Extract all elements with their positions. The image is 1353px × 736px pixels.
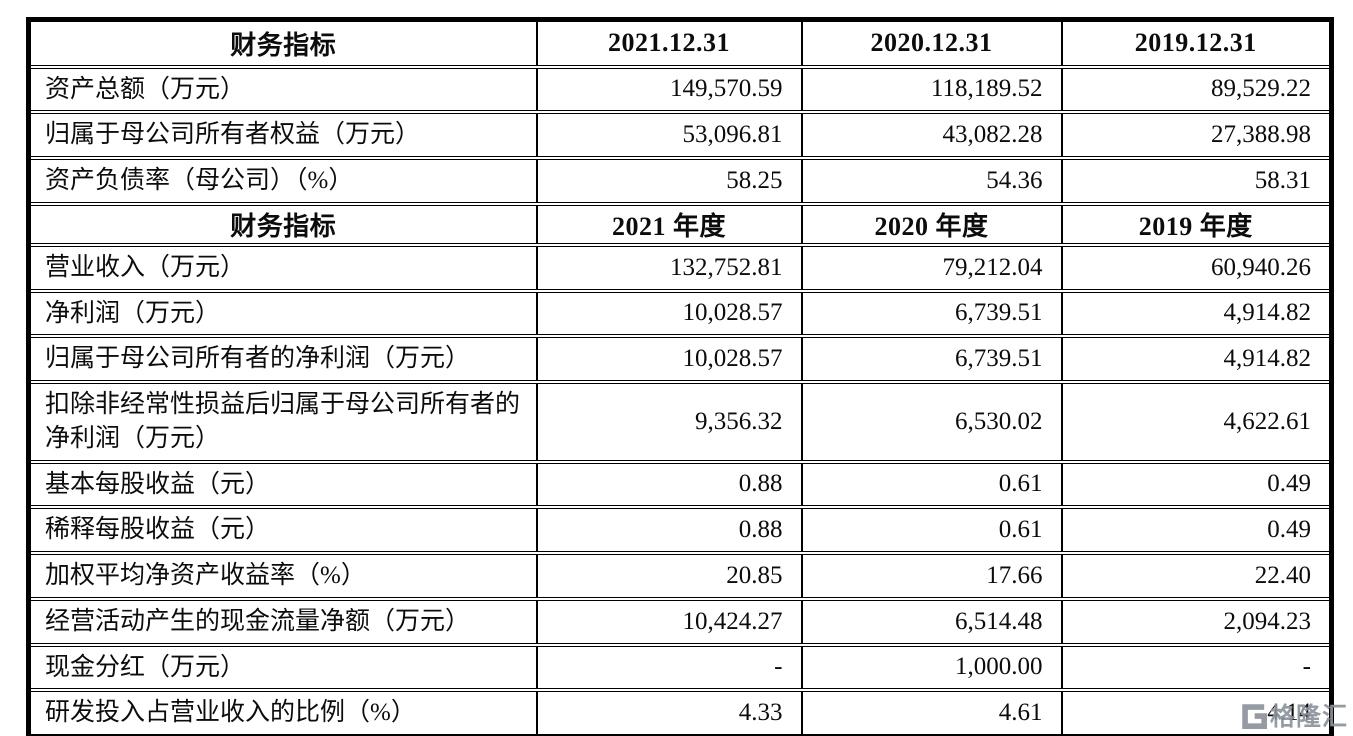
row-label: 归属于母公司所有者权益（万元） [27, 110, 538, 160]
table-row: 加权平均净资产收益率（%） 20.85 17.66 22.40 [27, 551, 1333, 601]
row-value: 0.49 [1060, 459, 1333, 510]
table-row: 基本每股收益（元） 0.88 0.61 0.49 [27, 459, 1333, 510]
row-value: 79,212.04 [800, 242, 1063, 293]
row-value: 0.61 [800, 505, 1063, 555]
row-value: 9,356.32 [535, 380, 803, 464]
row-value: 4.33 [535, 688, 803, 736]
row-value: 58.31 [1060, 156, 1333, 206]
table-row: 营业收入（万元） 132,752.81 79,212.04 60,940.26 [27, 242, 1333, 293]
row-value: 4,914.82 [1060, 334, 1333, 384]
table-row: 扣除非经常性损益后归属于母公司所有者的净利润（万元） 9,356.32 6,53… [27, 380, 1333, 464]
row-value: 54.36 [800, 156, 1063, 206]
row-value: 1,000.00 [800, 642, 1063, 693]
row-label: 研发投入占营业收入的比例（%） [27, 688, 538, 736]
gelonghui-watermark: 格隆汇 [1240, 697, 1348, 733]
table-row: 经营活动产生的现金流量净额（万元） 10,424.27 6,514.48 2,0… [27, 596, 1333, 647]
row-value: 53,096.81 [535, 110, 803, 160]
table-row: 资产总额（万元） 149,570.59 118,189.52 89,529.22 [27, 64, 1333, 115]
row-value: 17.66 [800, 551, 1063, 601]
row-label: 现金分红（万元） [27, 642, 538, 693]
row-label: 营业收入（万元） [27, 242, 538, 293]
row-value: 10,028.57 [535, 288, 803, 339]
row-value: 58.25 [535, 156, 803, 206]
header-col-2021: 2021 年度 [535, 201, 803, 247]
row-value: 4,914.82 [1060, 288, 1333, 339]
row-value: 6,739.51 [800, 288, 1063, 339]
header-col-2020-12-31: 2020.12.31 [800, 17, 1063, 69]
row-label: 归属于母公司所有者的净利润（万元） [27, 334, 538, 384]
row-value: 27,388.98 [1060, 110, 1333, 160]
row-label: 基本每股收益（元） [27, 459, 538, 510]
row-label: 加权平均净资产收益率（%） [27, 551, 538, 601]
table-row: 归属于母公司所有者的净利润（万元） 10,028.57 6,739.51 4,9… [27, 334, 1333, 384]
row-value: 4,622.61 [1060, 380, 1333, 464]
row-value: 20.85 [535, 551, 803, 601]
row-label: 资产总额（万元） [27, 64, 538, 115]
table-row: 现金分红（万元） - 1,000.00 - [27, 642, 1333, 693]
table-row: 稀释每股收益（元） 0.88 0.61 0.49 [27, 505, 1333, 555]
row-value: 10,028.57 [535, 334, 803, 384]
table-row: 研发投入占营业收入的比例（%） 4.33 4.61 4.14 [27, 688, 1333, 736]
row-value: 4.61 [800, 688, 1063, 736]
row-label: 净利润（万元） [27, 288, 538, 339]
header-indicator-label: 财务指标 [27, 17, 538, 69]
row-value: 0.88 [535, 459, 803, 510]
row-value: 6,530.02 [800, 380, 1063, 464]
row-value: 60,940.26 [1060, 242, 1333, 293]
row-value: 22.40 [1060, 551, 1333, 601]
header-col-2020: 2020 年度 [800, 201, 1063, 247]
table-row: 资产负债率（母公司）（%） 58.25 54.36 58.31 [27, 156, 1333, 206]
row-value: 132,752.81 [535, 242, 803, 293]
row-value: 0.49 [1060, 505, 1333, 555]
row-value: 10,424.27 [535, 596, 803, 647]
header-col-2019: 2019 年度 [1060, 201, 1333, 247]
row-label: 资产负债率（母公司）（%） [27, 156, 538, 206]
table-header-row: 财务指标 2021.12.31 2020.12.31 2019.12.31 [27, 17, 1333, 69]
row-value: 4.14 [1060, 688, 1333, 736]
row-value: 149,570.59 [535, 64, 803, 115]
row-value: 89,529.22 [1060, 64, 1333, 115]
row-value: 118,189.52 [800, 64, 1063, 115]
table-row: 归属于母公司所有者权益（万元） 53,096.81 43,082.28 27,3… [27, 110, 1333, 160]
table-row: 净利润（万元） 10,028.57 6,739.51 4,914.82 [27, 288, 1333, 339]
watermark-text: 格隆汇 [1269, 703, 1348, 731]
row-value: - [1060, 642, 1333, 693]
row-label: 扣除非经常性损益后归属于母公司所有者的净利润（万元） [27, 380, 538, 464]
row-label: 经营活动产生的现金流量净额（万元） [27, 596, 538, 647]
row-label: 稀释每股收益（元） [27, 505, 538, 555]
row-value: 43,082.28 [800, 110, 1063, 160]
row-value: 0.88 [535, 505, 803, 555]
row-value: 0.61 [800, 459, 1063, 510]
header-indicator-label: 财务指标 [27, 201, 538, 247]
row-value: 6,739.51 [800, 334, 1063, 384]
header-col-2019-12-31: 2019.12.31 [1060, 17, 1333, 69]
table-header-row: 财务指标 2021 年度 2020 年度 2019 年度 [27, 201, 1333, 247]
row-value: - [535, 642, 803, 693]
header-col-2021-12-31: 2021.12.31 [535, 17, 803, 69]
financial-table: 财务指标 2021.12.31 2020.12.31 2019.12.31 资产… [26, 17, 1334, 736]
row-value: 2,094.23 [1060, 596, 1333, 647]
gelonghui-logo-icon [1240, 702, 1267, 729]
row-value: 6,514.48 [800, 596, 1063, 647]
